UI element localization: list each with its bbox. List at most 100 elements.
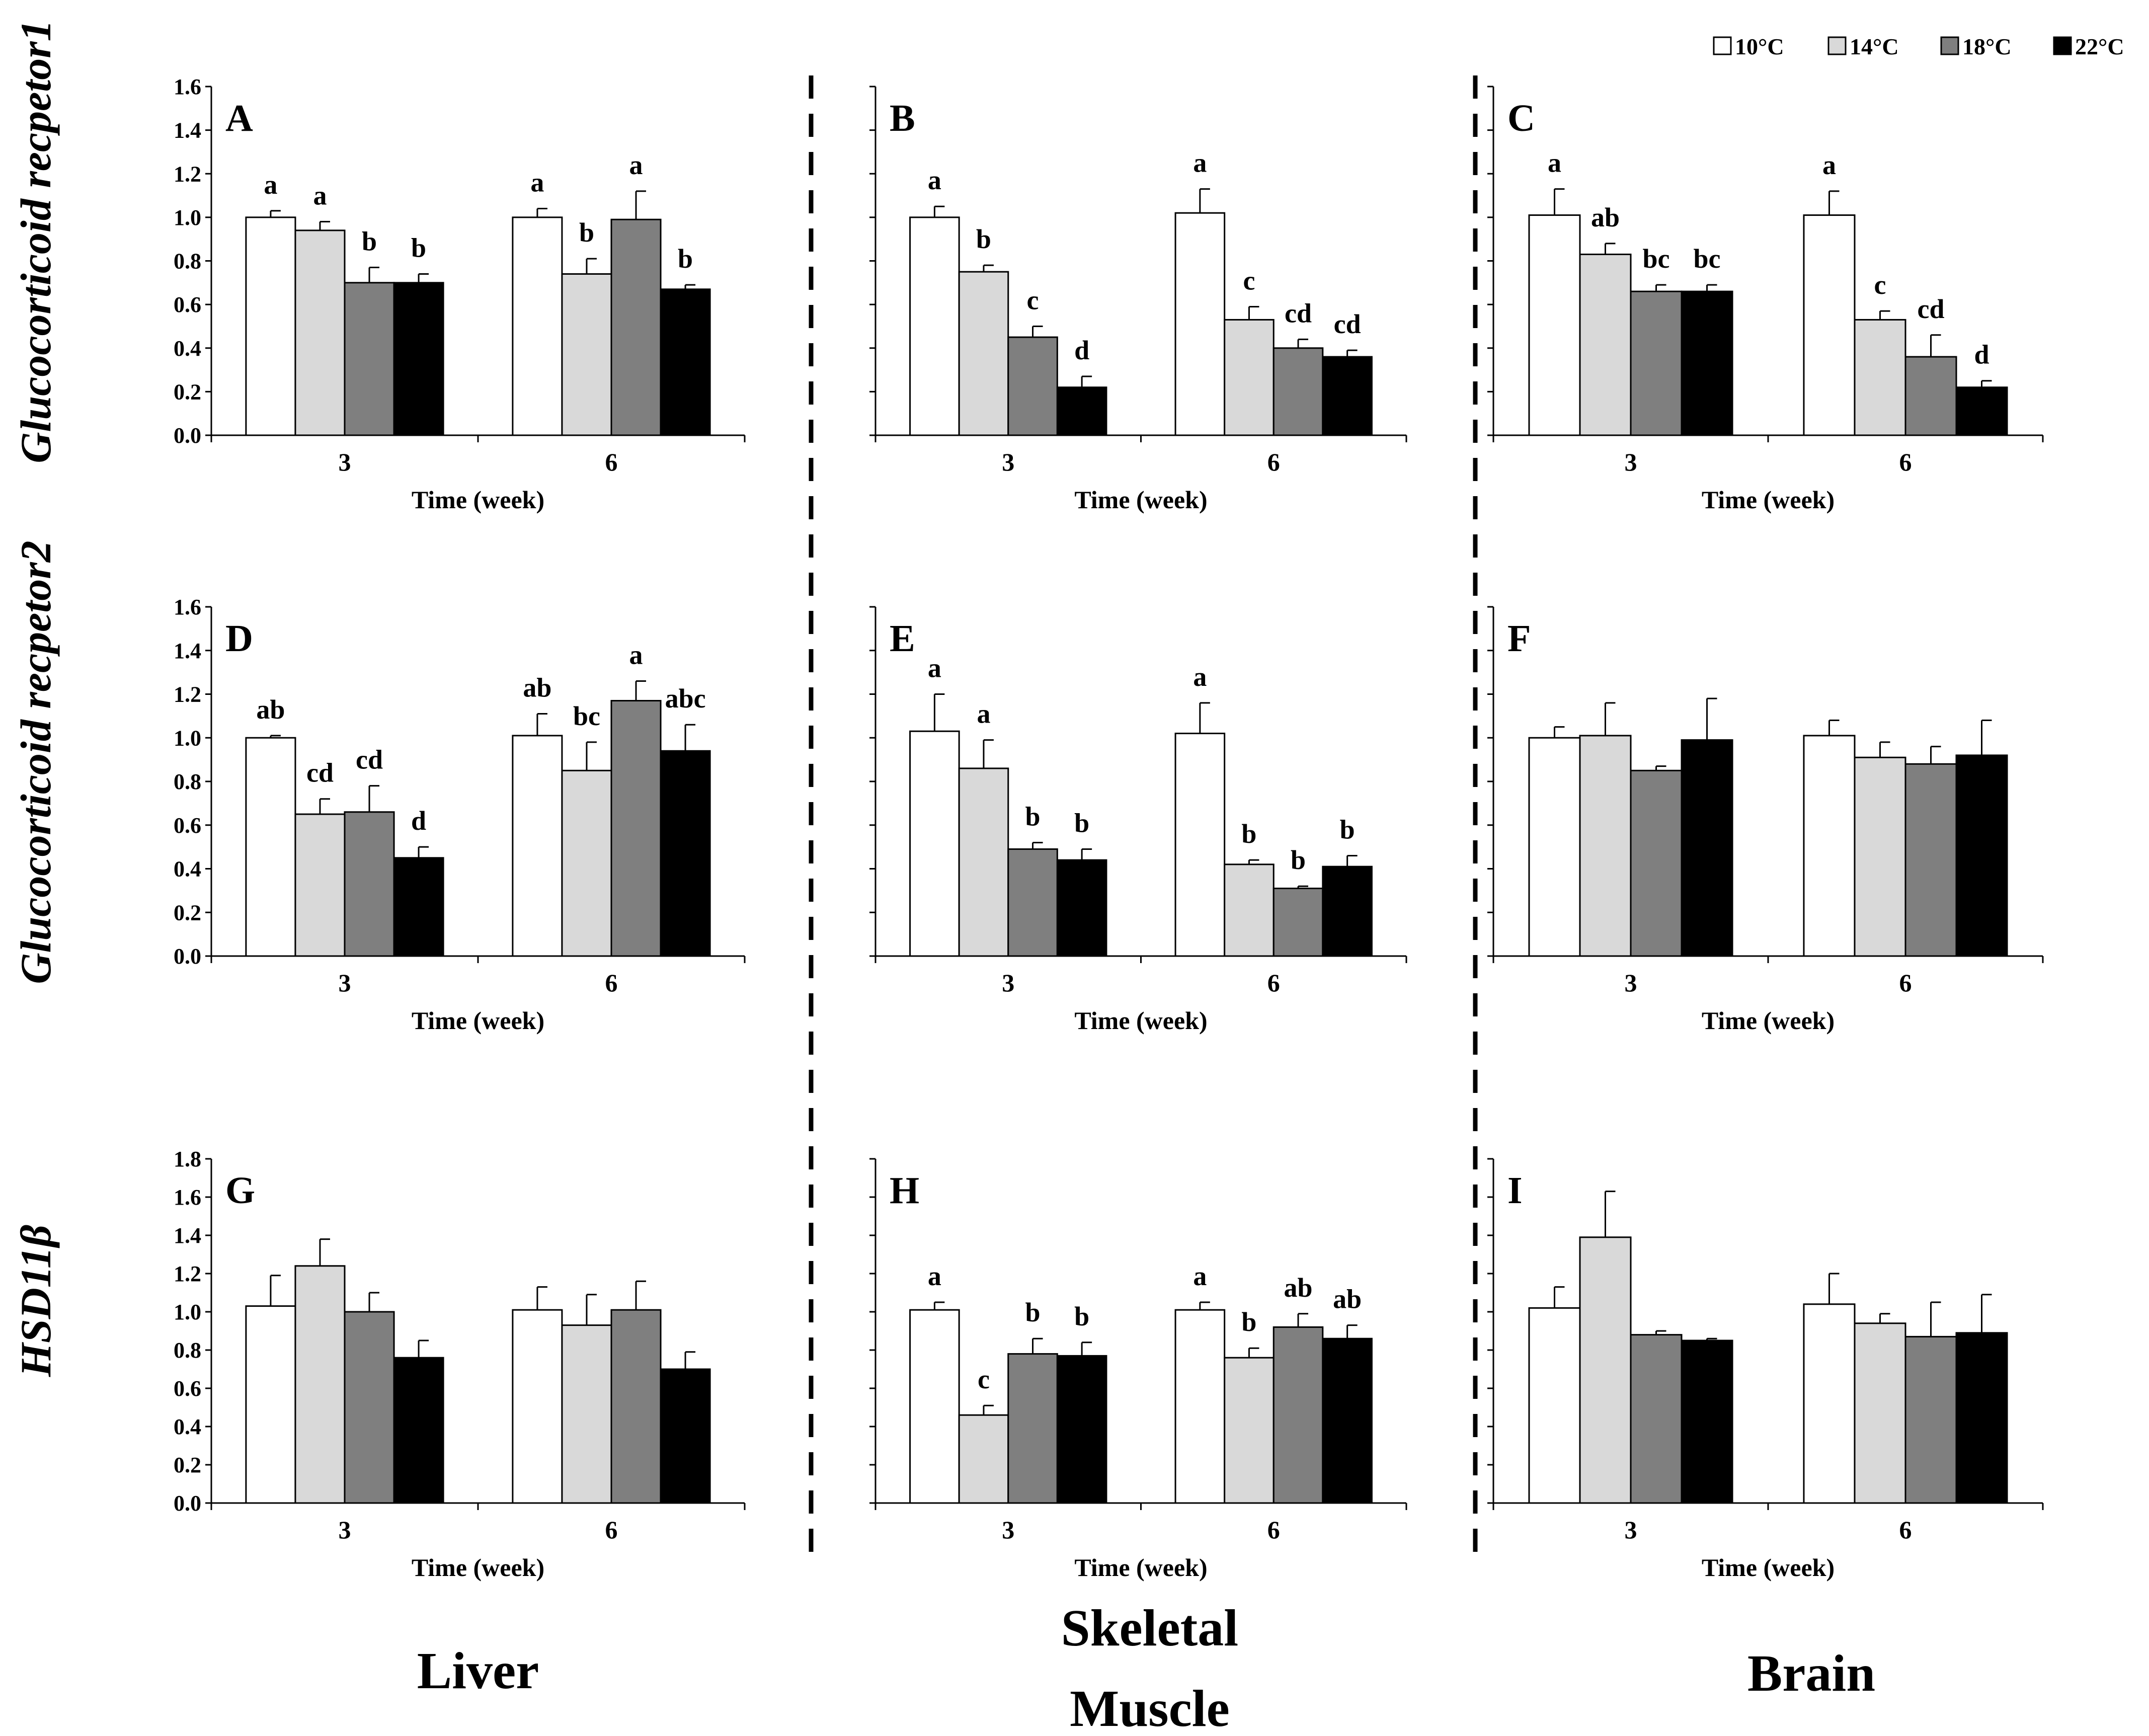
bar-e-w6-s2 — [1224, 863, 1275, 957]
x-tick-label-h: 3 — [1002, 1516, 1014, 1544]
bar-i-w6-s1 — [1803, 1303, 1856, 1504]
sig-label-d: cd — [306, 758, 334, 788]
tissue-label-muscle: Muscle — [1070, 1680, 1230, 1736]
y-tick-label-g: 1.6 — [174, 1185, 201, 1210]
bar-h-w3-s3 — [1007, 1353, 1058, 1504]
bar-d-w6-s4 — [660, 750, 711, 957]
sig-label-a: a — [629, 150, 643, 180]
sig-label-e: b — [1241, 819, 1256, 849]
legend-swatch-14c — [1827, 36, 1847, 55]
bar-a-w3-s2 — [294, 229, 346, 436]
x-axis-label-b: Time (week) — [1074, 486, 1207, 514]
bar-h-w6-s4 — [1322, 1337, 1373, 1504]
sig-label-h: c — [978, 1364, 990, 1394]
y-tick-label-g: 0.8 — [174, 1338, 201, 1363]
y-tick-label-a: 0.2 — [174, 379, 201, 404]
bar-b-w6-s3 — [1272, 347, 1324, 436]
bar-e-w3-s3 — [1007, 848, 1058, 957]
sig-label-e: a — [977, 699, 990, 729]
bar-a-w3-s1 — [245, 216, 296, 436]
panel-f: 3 6 Time (week) F — [1487, 606, 2044, 1035]
y-tick-label-d: 1.2 — [174, 682, 201, 707]
bar-f-w6-s1 — [1803, 735, 1856, 957]
sig-label-h: b — [1074, 1301, 1089, 1331]
bar-a-w3-s3 — [344, 282, 395, 436]
sig-label-b: a — [1193, 148, 1207, 178]
panel-letter-h: H — [890, 1169, 919, 1212]
bar-e-w3-s2 — [958, 767, 1009, 957]
bar-a-w3-s4 — [393, 282, 444, 436]
sig-label-e: b — [1025, 801, 1041, 831]
tissue-label-liver: Liver — [417, 1642, 539, 1700]
y-tick-label-d: 1.4 — [174, 639, 201, 663]
sig-label-c: d — [1974, 340, 1989, 370]
y-tick-label-a: 1.4 — [174, 118, 201, 143]
bar-e-w6-s1 — [1174, 733, 1226, 957]
x-axis-label-c: Time (week) — [1702, 486, 1835, 514]
y-tick-label-d: 0.0 — [174, 944, 201, 969]
sig-label-e: b — [1340, 814, 1355, 844]
bar-e-w6-s3 — [1272, 888, 1324, 957]
bar-i-w3-s2 — [1579, 1236, 1632, 1504]
sig-label-b: c — [1243, 265, 1255, 295]
bar-c-w3-s2 — [1579, 254, 1632, 436]
y-tick-label-a: 1.6 — [174, 74, 201, 99]
bar-b-w3-s2 — [958, 271, 1009, 436]
bar-i-w6-s3 — [1904, 1335, 1957, 1504]
y-tick-label-d: 0.8 — [174, 769, 201, 794]
bar-d-w3-s4 — [393, 857, 444, 957]
bar-h-w6-s1 — [1174, 1309, 1226, 1504]
sig-label-d: a — [629, 640, 643, 670]
sig-label-b: d — [1074, 335, 1089, 365]
bar-c-w3-s1 — [1528, 214, 1581, 436]
bar-b-w3-s4 — [1056, 386, 1107, 436]
sig-label-h: a — [928, 1261, 941, 1291]
y-tick-label-a: 0.0 — [174, 423, 201, 448]
x-tick-label-i: 6 — [1899, 1516, 1912, 1544]
bar-b-w6-s1 — [1174, 212, 1226, 436]
x-axis-label-f: Time (week) — [1702, 1006, 1835, 1035]
bar-h-w6-s2 — [1224, 1357, 1275, 1504]
panel-letter-d: D — [225, 617, 253, 660]
sig-label-h: b — [1241, 1307, 1256, 1337]
sig-label-b: b — [976, 224, 991, 254]
sig-label-d: ab — [523, 673, 551, 703]
x-tick-label-b: 6 — [1267, 448, 1280, 476]
sig-label-c: a — [1822, 150, 1836, 180]
panel-i: 3 6 Time (week) I — [1487, 1158, 2044, 1582]
bar-g-w3-s1 — [245, 1305, 296, 1504]
panel-letter-i: I — [1507, 1169, 1523, 1212]
x-tick-label-d: 3 — [339, 969, 351, 997]
bar-g-w3-s4 — [393, 1357, 444, 1504]
bar-i-w6-s2 — [1854, 1322, 1906, 1504]
sig-label-a: a — [313, 181, 327, 211]
panel-letter-f: F — [1507, 617, 1531, 660]
legend: 10°C 14°C 18°C 22°C — [1713, 34, 2124, 59]
bar-h-w3-s1 — [909, 1309, 960, 1504]
panel-letter-e: E — [890, 617, 915, 660]
bar-b-w6-s2 — [1224, 319, 1275, 436]
legend-swatch-18c — [1940, 36, 1959, 55]
x-axis-label-g: Time (week) — [412, 1553, 544, 1582]
y-tick-label-d: 1.6 — [174, 595, 201, 619]
bar-g-w3-s2 — [294, 1265, 346, 1504]
bar-i-w6-s4 — [1955, 1332, 2008, 1504]
sig-label-a: b — [579, 217, 594, 248]
sig-label-e: a — [1193, 662, 1207, 692]
sig-label-e: a — [928, 653, 941, 683]
bar-f-w6-s4 — [1955, 754, 2008, 957]
bar-d-w3-s3 — [344, 811, 395, 957]
panel-letter-a: A — [225, 97, 253, 139]
bar-d-w6-s2 — [561, 769, 612, 957]
x-axis-label-a: Time (week) — [412, 486, 544, 514]
x-tick-label-e: 6 — [1267, 969, 1280, 997]
x-axis-label-d: Time (week) — [412, 1006, 544, 1035]
bar-a-w6-s1 — [512, 216, 563, 436]
sig-label-a: a — [264, 170, 277, 200]
sig-label-c: c — [1874, 270, 1886, 300]
x-tick-label-e: 3 — [1002, 969, 1014, 997]
